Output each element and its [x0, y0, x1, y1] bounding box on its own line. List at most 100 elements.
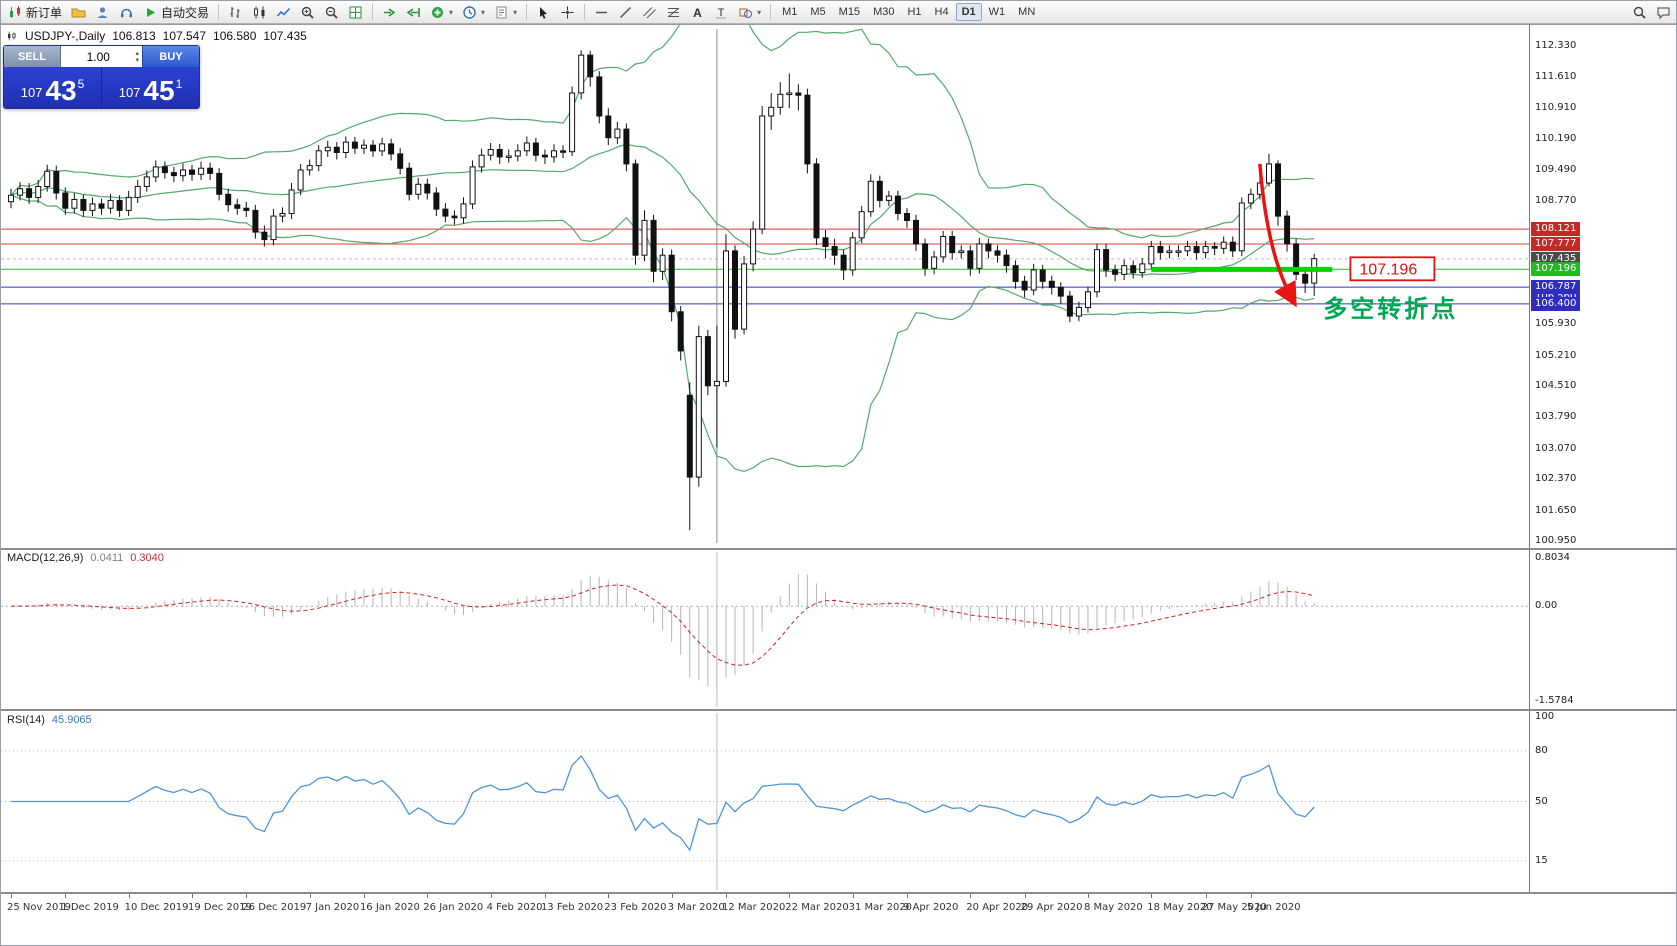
horizontal-line-button[interactable] — [590, 2, 613, 22]
sell-price[interactable]: 107 43 5 — [4, 67, 102, 108]
line-chart-icon — [276, 5, 291, 20]
date-tick — [1151, 894, 1153, 898]
chart-shift-button[interactable] — [402, 2, 425, 22]
time-axis[interactable]: 25 Nov 2019 1 Dec 2019 10 Dec 2019 19 Dec 2… — [1, 894, 1529, 921]
candle-chart-icon — [8, 5, 23, 20]
tile-windows-button[interactable] — [344, 2, 367, 22]
indicator-plus-icon — [430, 5, 445, 20]
date-label: 12 Mar 2020 — [721, 902, 786, 913]
chart-window-icon — [6, 30, 18, 42]
price-level-label: 106.787 — [1531, 280, 1580, 295]
axis-tick: 0.8034 — [1535, 552, 1570, 563]
timeframe-m5-button[interactable]: M5 — [804, 3, 831, 21]
timeframe-m30-button[interactable]: M30 — [867, 3, 900, 21]
autotrading-button[interactable]: 自动交易 — [139, 2, 213, 22]
clock-icon — [462, 5, 477, 20]
bar-chart-button[interactable] — [224, 2, 247, 22]
axis-tick: 101.650 — [1535, 504, 1577, 516]
price-level-label: 107.196 — [1531, 262, 1580, 277]
profiles-button[interactable] — [67, 2, 90, 22]
fibonacci-button[interactable] — [662, 2, 685, 22]
date-tick — [246, 894, 248, 898]
chat-button[interactable] — [1652, 2, 1675, 22]
axis-tick: 104.510 — [1535, 380, 1577, 392]
date-tick — [427, 894, 429, 898]
cursor-button[interactable] — [532, 2, 555, 22]
date-tick — [906, 894, 908, 898]
volume-down-button[interactable]: ▾ — [135, 56, 139, 64]
date-tick — [309, 894, 311, 898]
horizontal-line-icon — [594, 5, 609, 20]
channel-button[interactable] — [638, 2, 661, 22]
zoom-in-button[interactable] — [296, 2, 319, 22]
search-icon — [1632, 5, 1647, 20]
open-value: 106.813 — [112, 29, 156, 43]
volume-up-button[interactable]: ▴ — [135, 49, 139, 57]
toolbar-separator — [770, 4, 772, 20]
panel-divider[interactable] — [1, 548, 1676, 550]
buy-price[interactable]: 107 45 1 — [118, 75, 183, 106]
svg-text:T: T — [718, 7, 725, 19]
axis-tick: 103.790 — [1535, 411, 1577, 423]
template-icon — [494, 5, 509, 20]
date-tick — [128, 894, 130, 898]
navigator-button[interactable] — [91, 2, 114, 22]
down-arrow-annotation — [1258, 163, 1297, 308]
new-order-button[interactable]: 新订单 — [4, 2, 66, 22]
rsi-panel[interactable] — [1, 711, 1529, 892]
timeframe-d1-button[interactable]: D1 — [955, 3, 982, 21]
panel-divider[interactable] — [1, 709, 1676, 711]
label-button[interactable]: T — [710, 2, 733, 22]
price-axis[interactable]: 112.330 111.610 110.910 110.190 109.490 108.7… — [1529, 25, 1676, 894]
date-tick — [725, 894, 727, 898]
panel-divider — [1, 24, 1676, 25]
one-click-trading-panel: SELL ▴ ▾ BUY 107 43 5 107 45 1 — [3, 45, 200, 109]
mql5-community-button[interactable] — [115, 2, 138, 22]
auto-scroll-icon — [382, 5, 397, 20]
price-chart[interactable]: 107.196 多空转折点 — [1, 25, 1529, 548]
chevron-down-icon: ▾ — [757, 7, 762, 17]
text-button[interactable]: A — [686, 2, 709, 22]
zoom-out-button[interactable] — [320, 2, 343, 22]
timeframe-w1-button[interactable]: W1 — [983, 3, 1012, 21]
date-label: 23 Feb 2020 — [604, 902, 667, 913]
chevron-down-icon: ▾ — [449, 7, 454, 17]
date-tick — [363, 894, 365, 898]
macd-panel[interactable] — [1, 550, 1529, 709]
volume-input[interactable] — [61, 49, 136, 64]
line-chart-button[interactable] — [272, 2, 295, 22]
candlestick-chart-button[interactable] — [248, 2, 271, 22]
periods-button[interactable]: ▾ — [458, 2, 489, 22]
trendline-button[interactable] — [614, 2, 637, 22]
chart-ohlc-line: USDJPY-,Daily 106.813 107.547 106.580 10… — [6, 29, 307, 43]
templates-button[interactable]: ▾ — [490, 2, 521, 22]
auto-scroll-button[interactable] — [378, 2, 401, 22]
crosshair-button[interactable] — [556, 2, 579, 22]
date-label: 7 Jan 2020 — [305, 902, 360, 913]
axis-tick: 100 — [1535, 711, 1555, 722]
date-label: 31 Mar 2020 — [848, 902, 913, 913]
date-label: 26 Jan 2020 — [423, 902, 484, 913]
buy-button[interactable]: BUY — [142, 46, 199, 67]
timeframe-m15-button[interactable]: M15 — [833, 3, 866, 21]
sell-button[interactable]: SELL — [4, 46, 61, 67]
axis-tick: 112.330 — [1535, 40, 1577, 51]
price-level-label: 107.777 — [1531, 237, 1580, 252]
horizontal-level-lines — [1, 228, 1529, 305]
timeframe-m1-button[interactable]: M1 — [776, 3, 803, 21]
axis-tick: 103.070 — [1535, 442, 1577, 454]
date-label: 5 Jun 2020 — [1246, 902, 1301, 913]
play-icon — [143, 5, 158, 20]
shapes-button[interactable]: ▾ — [734, 2, 765, 22]
date-label: 22 Mar 2020 — [785, 902, 849, 913]
timeframe-h4-button[interactable]: H4 — [929, 3, 955, 21]
date-tick — [11, 894, 12, 898]
timeframe-h1-button[interactable]: H1 — [901, 3, 927, 21]
indicators-button[interactable]: ▾ — [426, 2, 457, 22]
bollinger-bands — [10, 25, 1315, 473]
search-button[interactable] — [1628, 2, 1651, 22]
macd-indicator-label: MACD(12,26,9) 0.0411 0.3040 — [7, 552, 164, 564]
timeframe-mn-button[interactable]: MN — [1012, 3, 1041, 21]
date-tick — [1087, 894, 1089, 898]
panel-divider — [1, 892, 1676, 894]
